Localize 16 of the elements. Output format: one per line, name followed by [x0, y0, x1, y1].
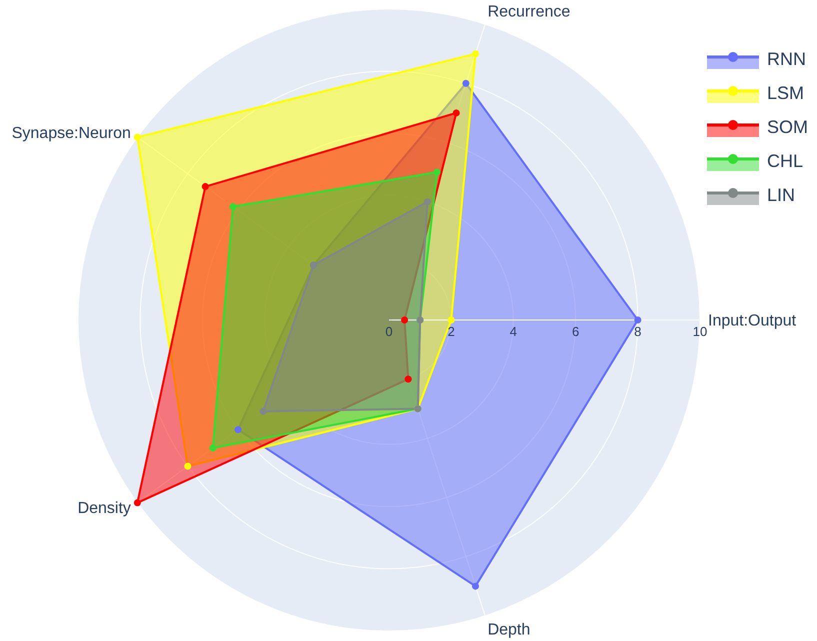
legend-label: SOM — [767, 116, 808, 138]
y-tick-label: 6 — [572, 324, 580, 339]
legend-label: LIN — [767, 184, 796, 206]
spoke-label: Density — [78, 500, 131, 518]
y-tick-label: 8 — [634, 324, 642, 339]
spoke-label: Input:Output — [708, 312, 797, 330]
spoke-label: Depth — [488, 622, 530, 639]
y-tick-label: 4 — [510, 324, 518, 339]
y-tick-label: 0 — [385, 324, 393, 339]
legend-label: CHL — [767, 150, 804, 172]
legend-label: RNN — [767, 48, 806, 70]
y-tick-label: 10 — [692, 324, 708, 339]
y-tick-label: 2 — [448, 324, 455, 339]
spoke-label: Synapse:Neuron — [12, 125, 131, 142]
spoke-label: Recurrence — [488, 4, 570, 21]
legend-label: LSM — [767, 82, 804, 104]
